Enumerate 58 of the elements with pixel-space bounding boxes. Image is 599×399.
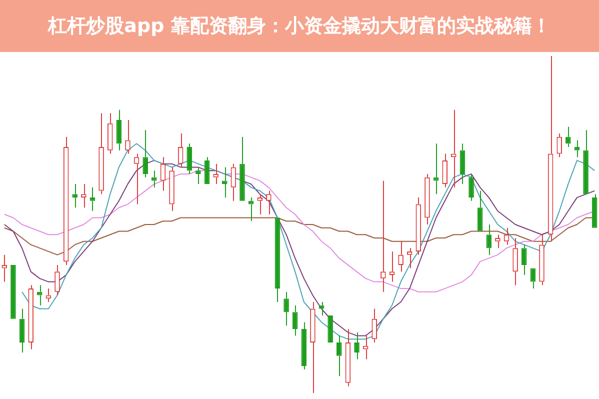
candlestick [477,190,483,232]
candlestick [345,328,351,387]
candlestick [539,234,544,286]
candlestick [512,237,518,286]
candlestick [213,163,218,185]
candlestick [19,308,25,354]
candlestick [556,133,562,158]
candlestick [310,302,316,394]
candlestick [574,140,580,158]
candlestick [530,268,536,290]
candlestick [521,244,527,276]
candlestick [107,112,113,154]
candlestick [2,254,8,282]
candlestick [592,194,598,228]
candlestick [90,186,96,212]
candlestick [398,240,404,272]
candlestick [204,156,210,184]
candlestick [248,197,254,222]
candlestick [72,184,78,208]
candlestick [240,136,245,201]
candlestick [292,304,298,336]
candlestick [257,194,263,215]
candlestick [63,136,69,266]
chart-title: 杠杆炒股app 靠配资翻身：小资金撬动大财富的实战秘籍！ [48,14,551,39]
candlestick [495,234,500,249]
candlestick [442,153,448,188]
candlestick [186,143,192,174]
candlestick [416,197,422,256]
candlestick [125,120,130,154]
candlestick [142,130,148,178]
candlestick [36,284,42,306]
candlestick [486,224,492,256]
candlestick [116,109,122,151]
candlestick [424,173,430,225]
candlestick [222,166,228,198]
candlestick [548,56,554,242]
candlestick [178,133,184,168]
candlestick [451,109,456,188]
candlestick [196,166,201,185]
candlestick [230,163,236,202]
candlestick [274,218,280,303]
candlestick [54,264,60,296]
candlestick [28,284,34,350]
candlestick [336,335,342,377]
candlestick [284,291,289,326]
candlestick [406,248,412,269]
candlestick [354,332,360,360]
candlestick [468,173,474,202]
candlestick [81,184,86,208]
candlestick [389,250,395,282]
candlestick [318,302,324,316]
candlestick [460,143,466,185]
candlestick [169,166,174,212]
candlestick [566,126,571,148]
candlestick [301,322,307,370]
candlestick [98,112,104,195]
candlestick [372,308,378,343]
candlestick [583,130,588,194]
